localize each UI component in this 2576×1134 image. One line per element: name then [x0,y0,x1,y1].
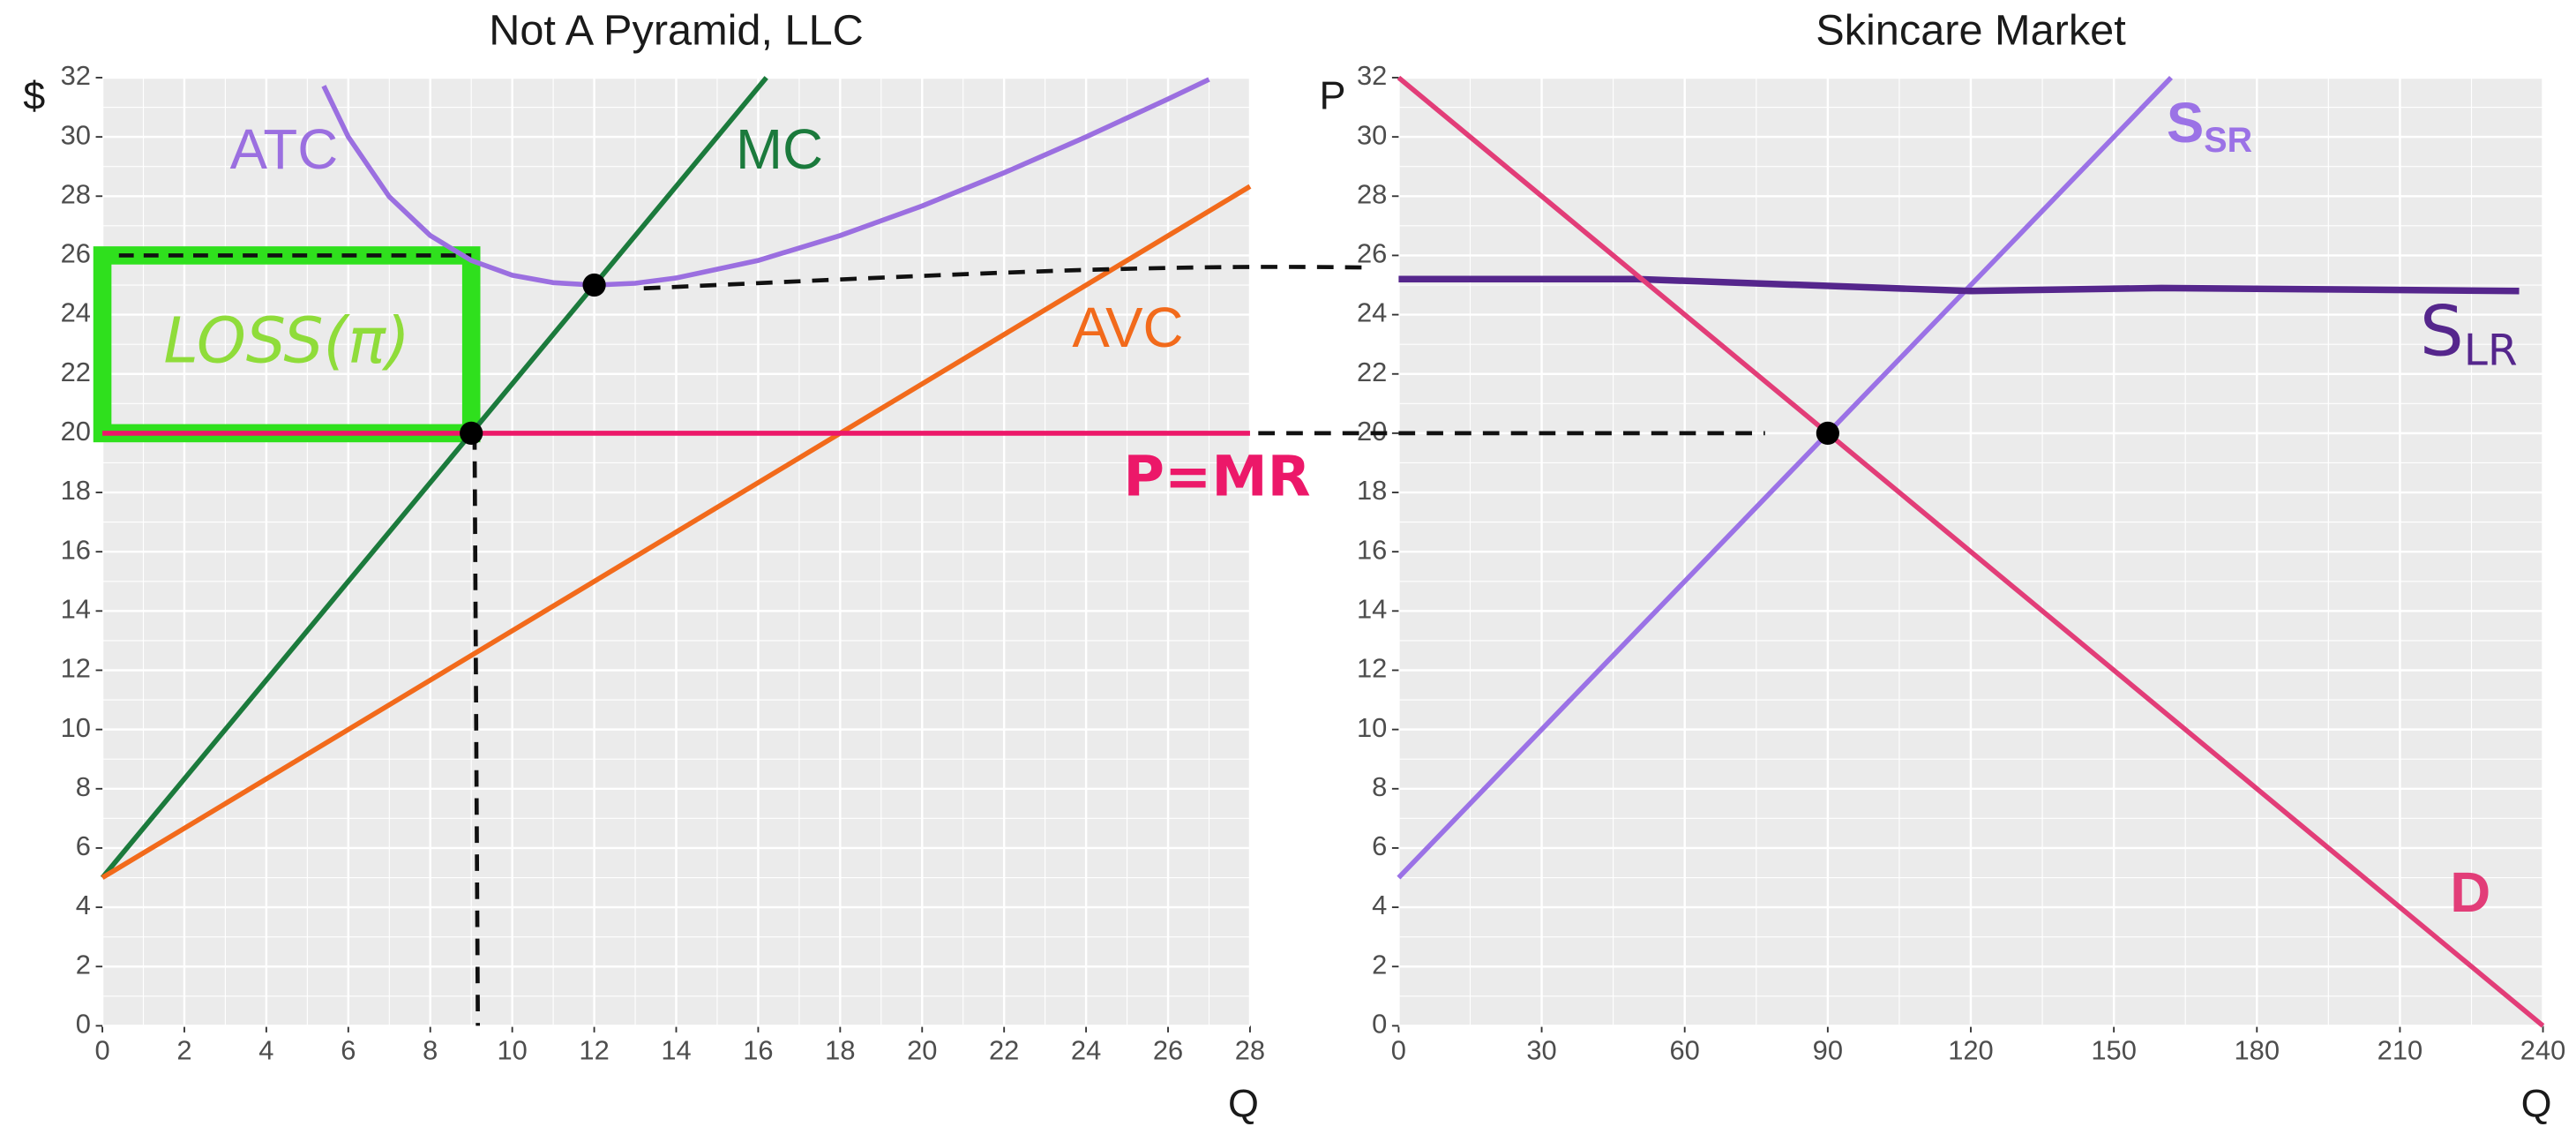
series-name: S [2167,92,2204,154]
y-tick-label: 4 [1372,890,1387,920]
x-axis-label: Q [2521,1080,2552,1125]
point [460,421,483,445]
series-line [100,76,768,880]
y-tick-label: 26 [61,238,91,269]
y-tick-label: 30 [1357,119,1387,150]
y-tick-label: 8 [1372,771,1387,802]
y-tick-label: 24 [61,297,91,328]
series-label: D [2450,861,2490,924]
series-name: MC [736,118,823,181]
x-tick-label: 4 [258,1034,273,1065]
x-tick-label: 20 [907,1034,937,1065]
x-tick-label: 12 [579,1034,609,1065]
y-tick-label: 22 [1357,357,1387,387]
y-tick-label: 20 [1357,416,1387,447]
x-tick-label: 120 [1948,1034,1994,1065]
x-tick-label: 16 [743,1034,773,1065]
series-name: P=MR [1123,445,1310,510]
x-tick-label: 0 [1391,1034,1406,1065]
series-label: SLR [2420,290,2518,375]
x-tick-label: 2 [176,1034,191,1065]
y-tick-label: 32 [61,60,91,91]
x-tick-label: 14 [661,1034,691,1065]
y-axis-label: P [1320,73,1346,118]
y-tick-label: 14 [61,593,91,624]
y-tick-label: 24 [1357,297,1387,328]
y-tick-label: 28 [1357,178,1387,209]
chart-title: Skincare Market [1816,7,2126,55]
series-label: P=MR [1123,445,1310,510]
y-tick-label: 32 [1357,60,1387,91]
y-tick-label: 12 [61,653,91,684]
x-tick-label: 10 [497,1034,527,1065]
y-tick-label: 0 [76,1009,91,1040]
x-tick-label: 240 [2520,1034,2566,1065]
series-subscript: SR [2204,121,2252,160]
series-line [321,77,1210,288]
series-label: MC [736,118,823,181]
y-tick-label: 10 [61,712,91,743]
x-tick-label: 180 [2235,1034,2280,1065]
y-tick-label: 26 [1357,238,1387,269]
y-tick-label: 22 [61,357,91,387]
series-subscript: LR [2464,327,2518,376]
x-tick-label: 26 [1153,1034,1183,1065]
y-tick-label: 4 [76,890,91,920]
series-name: D [2450,861,2490,924]
series-line [1398,275,2520,295]
x-axis-label: Q [1228,1080,1259,1125]
y-tick-label: 2 [76,949,91,980]
x-tick-label: 210 [2378,1034,2423,1065]
loss-label: LOSS(π) [163,304,409,378]
series-line [1397,75,2545,1028]
y-tick-label: 16 [61,534,91,565]
x-tick-label: 0 [94,1034,109,1065]
y-tick-label: 10 [1357,712,1387,743]
x-tick-label: 8 [423,1034,438,1065]
y-tick-label: 14 [1357,593,1387,624]
series-line [1397,76,2174,880]
y-tick-label: 20 [61,416,91,447]
y-axis-label: $ [23,73,45,118]
x-tick-label: 90 [1813,1034,1843,1065]
y-tick-label: 8 [76,771,91,802]
x-tick-label: 22 [989,1034,1019,1065]
y-tick-label: 16 [1357,534,1387,565]
y-tick-label: 0 [1372,1009,1387,1040]
y-tick-label: 6 [1372,830,1387,861]
y-tick-label: 6 [76,830,91,861]
x-tick-label: 30 [1526,1034,1556,1065]
series-name: AVC [1072,297,1183,359]
series-name: ATC [230,118,339,181]
point [582,273,606,297]
series-name: S [2420,290,2464,372]
y-tick-label: 18 [1357,475,1387,506]
y-tick-label: 2 [1372,949,1387,980]
series-line [101,184,1252,880]
y-tick-label: 30 [61,119,91,150]
guide-line [472,432,481,1026]
point [1816,421,1839,445]
series-label: SSR [2167,92,2252,160]
x-tick-label: 6 [341,1034,356,1065]
chart-title: Not A Pyramid, LLC [489,7,864,55]
x-tick-label: 60 [1670,1034,1700,1065]
x-tick-label: 28 [1235,1034,1265,1065]
x-tick-label: 24 [1071,1034,1101,1065]
x-tick-label: 150 [2091,1034,2137,1065]
series-label: AVC [1072,297,1183,359]
series-label: ATC [230,118,339,181]
y-tick-label: 28 [61,178,91,209]
x-tick-label: 18 [825,1034,855,1065]
y-tick-label: 18 [61,475,91,506]
y-tick-label: 12 [1357,653,1387,684]
